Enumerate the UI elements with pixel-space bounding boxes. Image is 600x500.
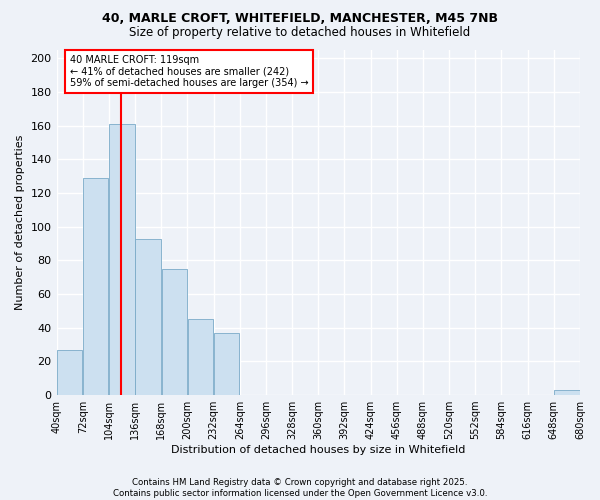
Bar [83, 178, 109, 395]
Bar [188, 320, 213, 395]
Bar [554, 390, 580, 395]
Bar [136, 238, 161, 395]
Text: 40 MARLE CROFT: 119sqm
← 41% of detached houses are smaller (242)
59% of semi-de: 40 MARLE CROFT: 119sqm ← 41% of detached… [70, 55, 308, 88]
Text: Contains HM Land Registry data © Crown copyright and database right 2025.
Contai: Contains HM Land Registry data © Crown c… [113, 478, 487, 498]
Text: 40, MARLE CROFT, WHITEFIELD, MANCHESTER, M45 7NB: 40, MARLE CROFT, WHITEFIELD, MANCHESTER,… [102, 12, 498, 26]
X-axis label: Distribution of detached houses by size in Whitefield: Distribution of detached houses by size … [171, 445, 466, 455]
Bar [109, 124, 134, 395]
Bar [161, 269, 187, 395]
Bar [214, 333, 239, 395]
Text: Size of property relative to detached houses in Whitefield: Size of property relative to detached ho… [130, 26, 470, 39]
Y-axis label: Number of detached properties: Number of detached properties [15, 135, 25, 310]
Bar [57, 350, 82, 395]
